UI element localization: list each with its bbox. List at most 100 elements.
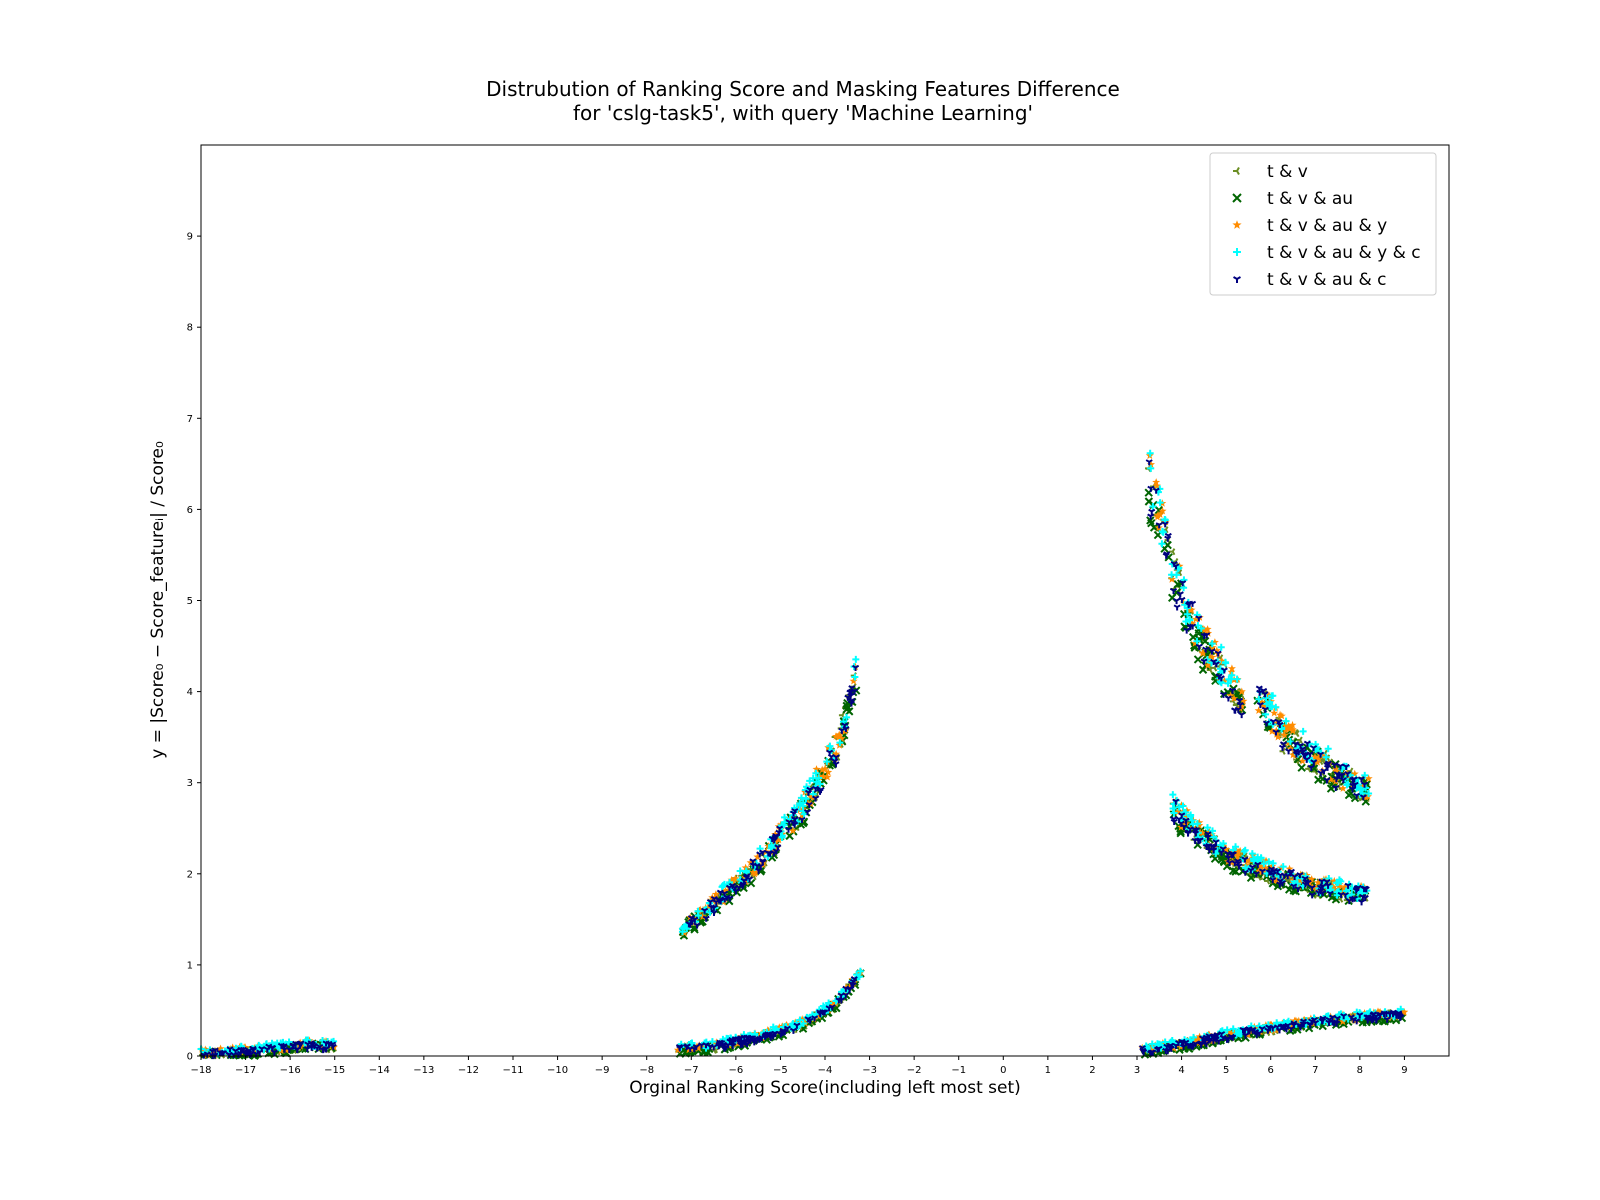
data-point [1353,1018,1361,1025]
data-point [226,1046,234,1053]
data-point [764,1026,773,1035]
data-point [739,882,747,889]
data-point [1204,629,1213,637]
data-point [799,1020,807,1028]
data-point [322,1040,330,1047]
data-point [781,818,789,826]
data-point [1169,791,1177,799]
data-point [753,852,762,861]
data-point [673,1045,682,1054]
data-point [1224,695,1232,702]
data-point [1332,776,1340,783]
data-point [1318,752,1327,760]
data-point [1268,692,1276,700]
data-point [1198,665,1208,674]
data-point [767,1034,775,1041]
data-point [1347,1014,1355,1021]
data-point [1203,661,1212,669]
data-point [1324,764,1332,771]
data-point [1277,863,1286,872]
data-point [1269,1025,1277,1032]
data-point [1208,643,1217,651]
data-point [772,833,780,840]
data-point [1284,873,1292,880]
data-point [1221,658,1229,666]
data-point [775,1023,784,1031]
x-tick-label: 6 [1268,1065,1274,1076]
data-point [826,749,834,756]
data-point [1306,751,1314,758]
data-point [727,875,736,884]
data-point [1272,873,1280,882]
data-point [1339,784,1347,792]
data-point [685,921,693,928]
data-point [1308,892,1316,899]
data-point [1255,695,1263,703]
data-point [823,758,831,766]
data-point [1241,1032,1250,1039]
data-point [789,1027,797,1034]
data-point [1286,737,1294,745]
data-point [851,673,859,681]
data-point [1228,851,1236,858]
data-point [1374,1007,1382,1015]
data-point [1173,571,1181,579]
legend-marker [1233,248,1241,256]
data-point [1389,1011,1397,1018]
x-tick-label: −18 [190,1065,211,1076]
data-point [1147,513,1155,520]
data-point [1323,878,1331,886]
data-point [1167,575,1176,583]
data-point [1155,1045,1163,1052]
data-point [1330,876,1339,885]
data-point [1214,650,1222,657]
y-tick-label: 0 [187,1052,193,1063]
data-point [706,895,715,904]
data-point [269,1045,277,1052]
data-point [1262,694,1270,702]
data-point [806,792,815,800]
data-point [1226,859,1234,867]
data-point [1241,846,1249,854]
data-point [1254,861,1262,868]
data-point [1146,449,1154,457]
data-point [1307,764,1315,771]
data-point [771,837,780,845]
data-point [1288,726,1297,735]
data-point [1183,610,1191,618]
data-point [1241,856,1249,863]
data-point [1260,687,1268,695]
data-point [1340,1013,1348,1020]
data-point [1230,1028,1239,1036]
data-point [812,769,820,777]
data-point [1276,881,1284,888]
data-point [319,1047,327,1054]
data-point [1307,875,1316,883]
data-point [1337,877,1345,885]
data-point [835,997,843,1004]
data-point [1200,632,1208,640]
y-tick-label: 7 [187,414,193,425]
data-point [1156,499,1164,507]
data-point [832,749,841,758]
data-point [317,1043,326,1051]
x-tick-label: −10 [547,1065,568,1076]
data-point [1260,860,1268,868]
data-point [1180,823,1188,830]
data-point [774,1027,783,1036]
data-point [1280,730,1289,739]
data-point [720,880,728,888]
data-point [1331,895,1341,904]
x-tick-label: −12 [458,1065,479,1076]
data-point [1147,485,1155,492]
data-point [1159,528,1167,536]
data-point [1294,886,1302,893]
data-point [1212,661,1220,668]
data-point [1299,1018,1308,1025]
legend-frame [1209,152,1437,296]
data-point [1169,587,1178,595]
data-point [1252,871,1260,878]
y-axis: 0 1 2 3 4 5 6 7 8 9 [187,232,201,1063]
y-tick-label: 8 [187,323,193,334]
data-point [1152,487,1160,494]
